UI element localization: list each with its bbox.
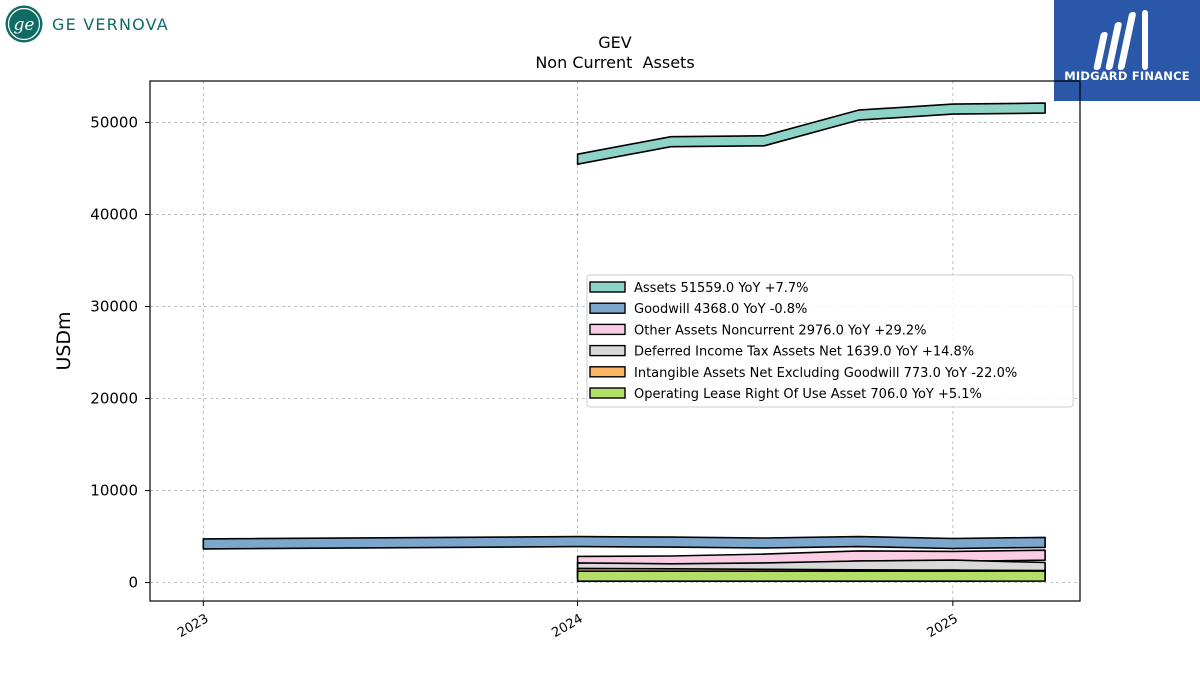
x-tick-label: 2024 (549, 611, 585, 641)
ge-vernova-wordmark: GE VERNOVA (52, 15, 169, 34)
legend-frame (586, 274, 1074, 408)
legend-swatch (589, 323, 626, 336)
legend-label: Other Assets Noncurrent 2976.0 YoY +29.2… (634, 323, 926, 338)
plot-frame (149, 80, 1081, 602)
x-axis-ticks: 2023 2024 2025 (175, 601, 961, 641)
legend-label: Deferred Income Tax Assets Net 1639.0 Yo… (634, 345, 974, 360)
series-band-goodwill (202, 535, 1046, 550)
ge-monogram-icon: ge (5, 5, 43, 43)
series-band-assets (576, 102, 1046, 165)
legend-label: Intangible Assets Net Excluding Goodwill… (634, 366, 1017, 381)
series-band-operating-lease-right-of-use-asset (576, 570, 1046, 582)
x-tick-label: 2023 (175, 611, 211, 641)
chart-title: GEV (598, 33, 632, 52)
y-tick-label: 0 (128, 574, 138, 592)
y-tick-label: 40000 (90, 205, 138, 223)
midgard-finance-logo: MIDGARD FINANCE (1054, 0, 1200, 101)
legend-swatch (589, 387, 626, 399)
series-layer (202, 102, 1046, 582)
midgard-finance-wordmark: MIDGARD FINANCE (1064, 69, 1190, 83)
y-tick-label: 20000 (90, 390, 138, 408)
chart-subtitle: Non Current Assets (535, 53, 694, 72)
y-tick-label: 10000 (90, 482, 138, 500)
ge-vernova-logo: ge GE VERNOVA (4, 4, 204, 44)
x-tick-label: 2025 (925, 611, 961, 641)
midgard-mark-icon (1093, 10, 1148, 70)
y-tick-label: 50000 (90, 113, 138, 131)
legend-label: Operating Lease Right Of Use Asset 706.0… (634, 387, 982, 402)
legend-label: Assets 51559.0 YoY +7.7% (634, 281, 809, 296)
legend-label: Goodwill 4368.0 YoY -0.8% (634, 302, 807, 317)
legend: Assets 51559.0 YoY +7.7% Goodwill 4368.0 … (586, 274, 1074, 408)
svg-text:ge: ge (14, 15, 35, 35)
y-axis-label: USDm (53, 311, 75, 370)
legend-swatch (589, 366, 626, 378)
legend-swatch (589, 302, 626, 314)
legend-swatch (589, 344, 626, 357)
y-tick-label: 30000 (90, 297, 138, 315)
y-axis-ticks: 0 10000 20000 30000 40000 50000 (90, 113, 150, 592)
legend-swatch (589, 281, 626, 293)
